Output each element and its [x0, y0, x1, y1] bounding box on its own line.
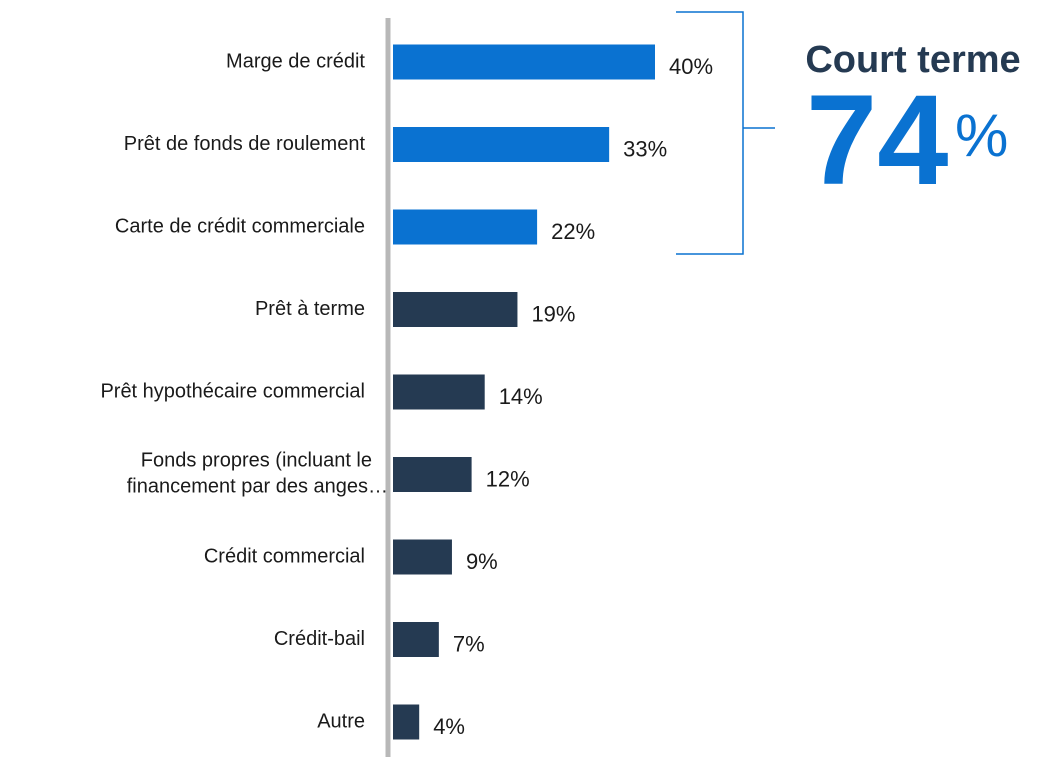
value-label: 33%: [623, 136, 667, 161]
value-label: 14%: [499, 384, 543, 409]
value-label: 19%: [531, 301, 575, 326]
y-tick-label: Prêt hypothécaire commercial: [100, 380, 365, 402]
y-tick-label: Prêt à terme: [255, 298, 365, 320]
value-label: 7%: [453, 631, 485, 656]
value-label: 22%: [551, 219, 595, 244]
bar: [393, 622, 439, 657]
bar: [393, 539, 452, 575]
value-label: 12%: [486, 466, 530, 491]
y-tick-label: Carte de crédit commerciale: [115, 215, 365, 237]
bar: [393, 127, 610, 162]
annotation-value: 74: [806, 69, 948, 212]
y-tick-label: Crédit commercial: [204, 545, 365, 567]
y-tick-label: Marge de crédit: [226, 50, 365, 72]
bar: [393, 704, 420, 740]
annotation-label: Court terme: [805, 39, 1020, 81]
y-tick-label: Fonds propres (incluant le financement pa…: [127, 450, 388, 498]
bar: [393, 44, 655, 80]
y-tick-label: Autre: [317, 710, 365, 732]
y-tick-label: Prêt de fonds de roulement: [124, 133, 366, 155]
bar: [393, 457, 472, 492]
annotation-suffix: %: [955, 102, 1008, 169]
value-label: 9%: [466, 549, 498, 574]
bar: [393, 374, 485, 410]
bar: [393, 292, 518, 327]
y-tick-label: Crédit-bail: [274, 628, 365, 650]
bracket: [676, 11, 775, 255]
bar: [393, 209, 538, 245]
value-label: 40%: [669, 54, 713, 79]
value-label: 4%: [433, 714, 465, 739]
